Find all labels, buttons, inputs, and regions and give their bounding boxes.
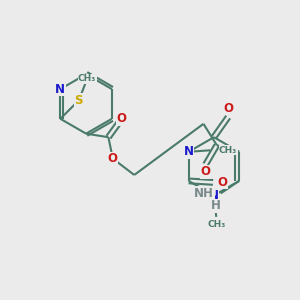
- Text: O: O: [223, 102, 233, 115]
- Text: N: N: [56, 82, 65, 96]
- Text: CH₃: CH₃: [207, 220, 225, 229]
- Text: S: S: [74, 94, 83, 107]
- Text: NH: NH: [194, 187, 214, 200]
- Text: O: O: [117, 112, 127, 125]
- Text: N: N: [184, 145, 194, 158]
- Text: H: H: [210, 200, 220, 212]
- Text: CH₃: CH₃: [78, 74, 96, 83]
- Text: O: O: [108, 152, 118, 165]
- Text: N: N: [209, 189, 219, 202]
- Text: O: O: [200, 166, 211, 178]
- Text: CH₃: CH₃: [219, 146, 237, 155]
- Text: O: O: [217, 176, 227, 189]
